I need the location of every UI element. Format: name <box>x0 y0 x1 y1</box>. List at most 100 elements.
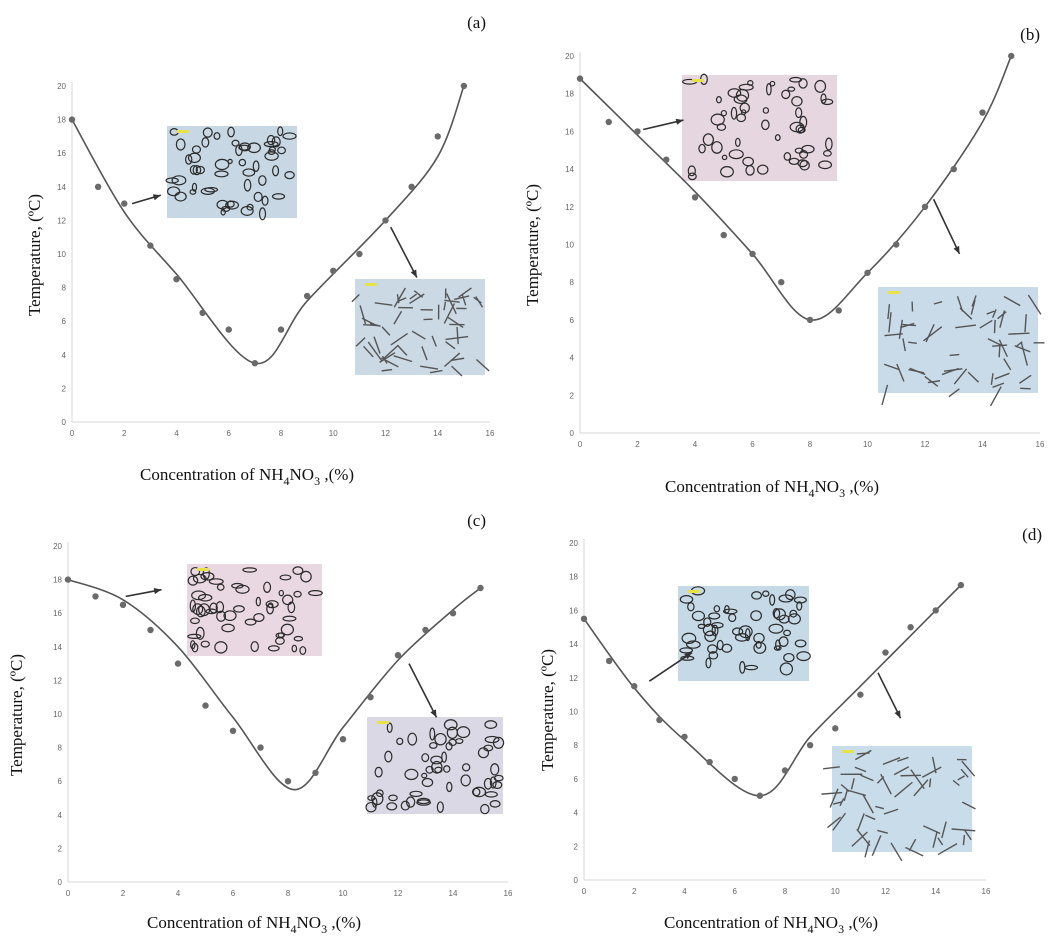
data-point <box>147 627 153 633</box>
x-tick-label: 4 <box>174 429 179 438</box>
x-tick-label: 4 <box>682 887 687 896</box>
x-tick-label: 14 <box>978 440 987 449</box>
y-tick-label: 12 <box>565 203 574 212</box>
x-tick-label: 16 <box>486 429 495 438</box>
inset-arrow <box>878 673 901 718</box>
data-point <box>395 652 401 658</box>
micrograph-inset <box>678 586 810 681</box>
x-tick-label: 4 <box>693 440 698 449</box>
data-point <box>907 624 913 630</box>
y-tick-label: 4 <box>58 811 63 820</box>
x-tick-label: 6 <box>227 429 232 438</box>
data-point <box>893 241 899 247</box>
y-tick-label: 14 <box>565 165 574 174</box>
data-point <box>681 734 687 740</box>
x-tick-label: 14 <box>449 889 458 898</box>
data-point <box>922 204 928 210</box>
y-tick-label: 6 <box>58 777 63 786</box>
data-point <box>631 683 637 689</box>
panel-1: 0 2 4 6 8 10 12 14 1602468101214161820(b)Concent… <box>523 25 1045 500</box>
x-tick-label: 0 <box>66 889 71 898</box>
y-tick-label: 16 <box>569 606 578 615</box>
y-tick-label: 4 <box>62 351 67 360</box>
data-point <box>121 200 127 206</box>
data-point <box>778 279 784 285</box>
y-tick-label: 4 <box>570 354 575 363</box>
data-point <box>252 360 258 366</box>
inset-arrow <box>934 199 960 254</box>
data-point <box>807 317 813 323</box>
data-point <box>757 793 763 799</box>
panel-label: (d) <box>1022 525 1042 544</box>
x-axis-title: Concentration of NH4NO3 ,(%) <box>664 913 878 936</box>
data-point <box>951 166 957 172</box>
data-point <box>226 326 232 332</box>
x-tick-label: 2 <box>122 429 127 438</box>
y-tick-label: 0 <box>574 876 579 885</box>
y-tick-label: 0 <box>58 878 63 887</box>
data-point <box>356 251 362 257</box>
x-tick-label: 0 <box>582 887 587 896</box>
data-point <box>882 649 888 655</box>
data-point <box>606 119 612 125</box>
data-point <box>832 725 838 731</box>
y-tick-label: 12 <box>57 216 66 225</box>
panel-3: 0 2 4 6 8 10 12 14 1602468101214161820 (d)Concent… <box>538 525 1042 936</box>
y-axis-title: Temperature, (ºC) <box>523 184 542 306</box>
data-point <box>382 217 388 223</box>
x-tick-label: 0 <box>578 440 583 449</box>
y-tick-label: 18 <box>565 90 574 99</box>
data-point <box>732 776 738 782</box>
data-point <box>285 778 291 784</box>
x-tick-label: 2 <box>632 887 637 896</box>
x-tick-label: 14 <box>931 887 940 896</box>
y-tick-label: 8 <box>570 278 575 287</box>
x-tick-label: 6 <box>231 889 236 898</box>
data-point <box>367 694 373 700</box>
x-tick-label: 2 <box>121 889 126 898</box>
data-point <box>958 582 964 588</box>
arrow-head <box>153 194 161 200</box>
x-tick-label: 10 <box>863 440 872 449</box>
y-tick-label: 16 <box>53 609 62 618</box>
data-point <box>706 759 712 765</box>
y-tick-label: 2 <box>62 384 67 393</box>
data-point <box>656 717 662 723</box>
data-point <box>95 184 101 190</box>
data-point <box>461 83 467 89</box>
y-tick-label: 18 <box>569 573 578 582</box>
data-point <box>65 576 71 582</box>
y-tick-label: 14 <box>569 640 578 649</box>
x-tick-label: 12 <box>394 889 403 898</box>
y-axis-title: Temperature, (ºC) <box>25 194 44 316</box>
y-tick-label: 12 <box>569 674 578 683</box>
data-point <box>857 691 863 697</box>
data-point <box>634 128 640 134</box>
y-tick-label: 14 <box>57 183 66 192</box>
x-tick-label: 8 <box>279 429 284 438</box>
y-tick-label: 20 <box>565 52 574 61</box>
data-point <box>663 156 669 162</box>
data-point <box>721 232 727 238</box>
data-point <box>933 607 939 613</box>
micrograph-inset <box>352 279 489 376</box>
x-tick-label: 12 <box>921 440 930 449</box>
micrograph-inset <box>366 717 504 814</box>
micrograph-inset <box>682 74 837 181</box>
y-tick-label: 16 <box>565 127 574 136</box>
x-tick-label: 10 <box>329 429 338 438</box>
x-tick-label: 10 <box>831 887 840 896</box>
micrograph-inset <box>166 126 297 220</box>
data-point <box>577 75 583 81</box>
data-point <box>836 307 842 313</box>
data-point <box>92 593 98 599</box>
data-point <box>1008 53 1014 59</box>
data-point <box>692 194 698 200</box>
inset-arrow <box>391 227 417 277</box>
data-point <box>864 270 870 276</box>
data-point <box>477 585 483 591</box>
y-tick-label: 0 <box>570 429 575 438</box>
data-point <box>450 610 456 616</box>
data-point <box>782 767 788 773</box>
